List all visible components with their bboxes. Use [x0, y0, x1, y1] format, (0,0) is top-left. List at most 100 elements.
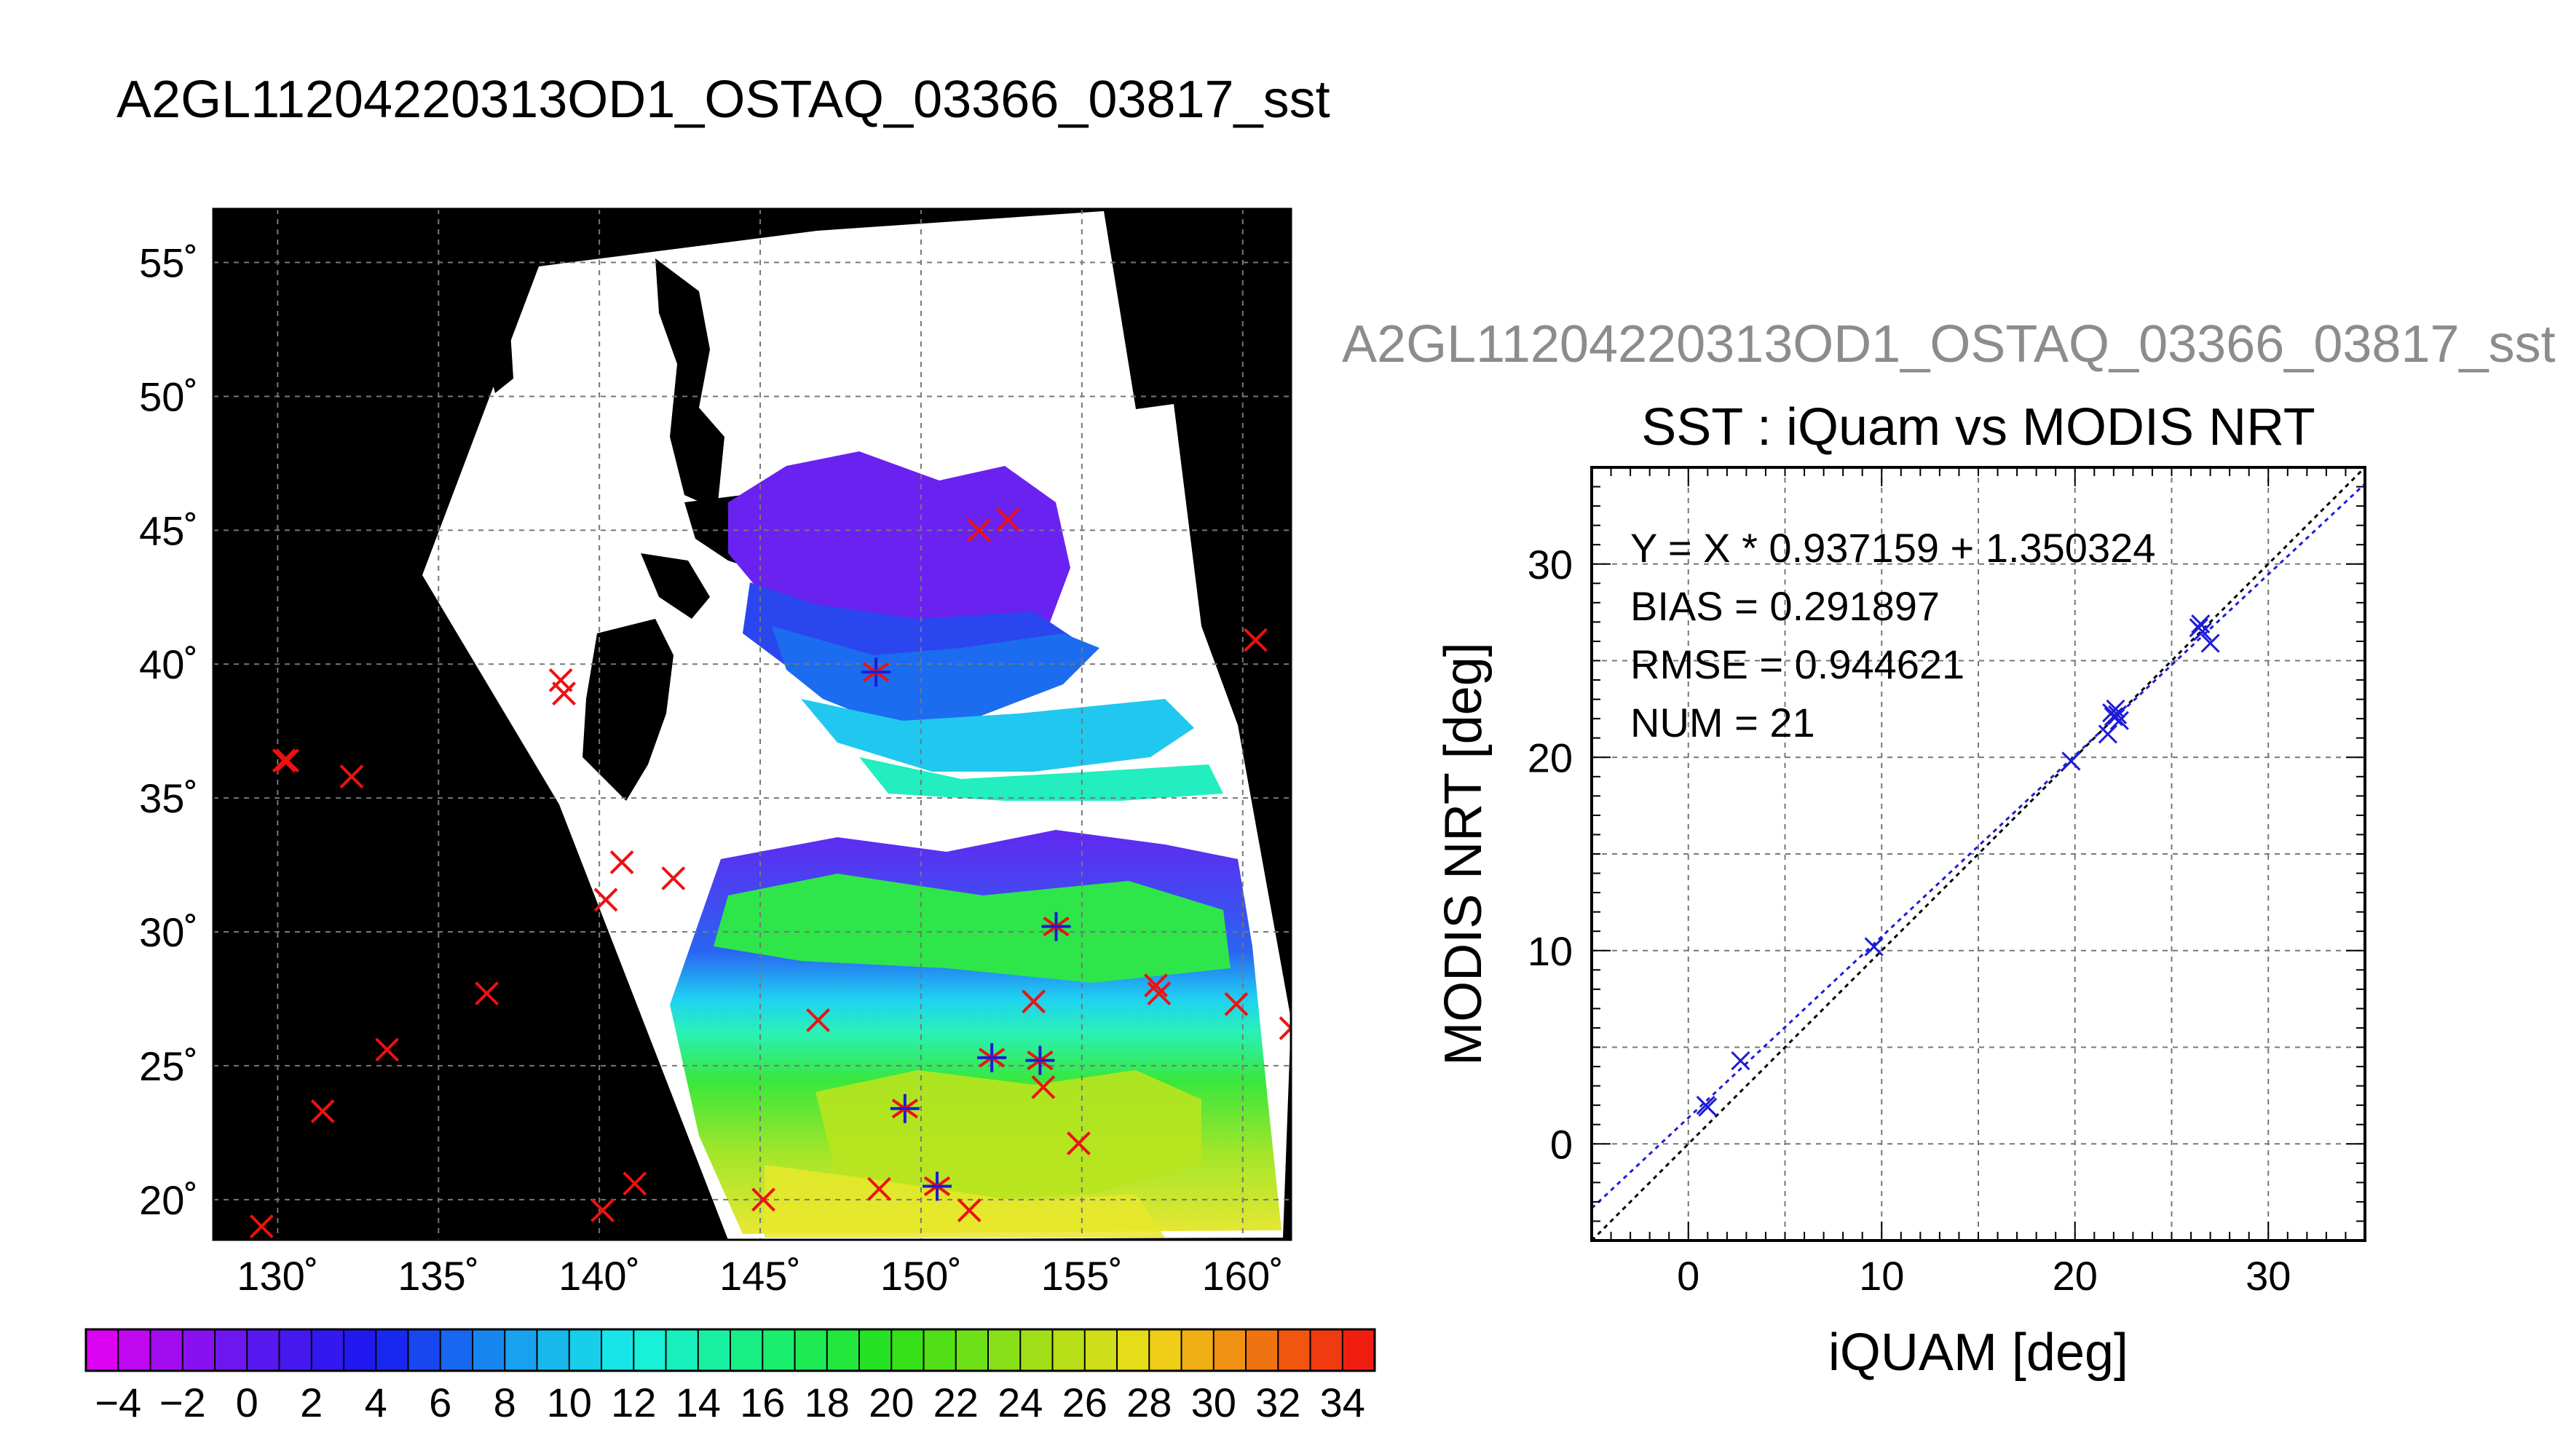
- colorbar-cell: [891, 1329, 924, 1371]
- colorbar-cell: [344, 1329, 376, 1371]
- colorbar-cell: [826, 1329, 860, 1371]
- map-match-marker: [272, 748, 296, 773]
- colorbar-cell: [730, 1329, 763, 1371]
- colorbar-cell: [215, 1329, 248, 1371]
- colorbar-cell: [601, 1329, 634, 1371]
- scatter-y-tick-label: 20: [1528, 735, 1573, 780]
- colorbar-tick-label: 28: [1126, 1380, 1172, 1425]
- colorbar-tick-label: 22: [933, 1380, 979, 1425]
- scatter-points: [1696, 614, 2220, 1117]
- map-title: A2GL11204220313OD1_OSTAQ_03366_03817_sst: [117, 71, 1330, 129]
- colorbar-cell: [311, 1329, 344, 1371]
- map-valid-marker: [861, 657, 891, 687]
- colorbar-cell: [859, 1329, 892, 1371]
- map-match-marker: [375, 1037, 399, 1062]
- map-match-marker: [867, 1176, 891, 1201]
- map-match-marker: [552, 681, 576, 706]
- colorbar-cell: [988, 1329, 1021, 1371]
- scatter-point: [2106, 699, 2125, 719]
- colorbar-cell: [150, 1329, 183, 1371]
- scatter-x-tick-label: 0: [1677, 1253, 1699, 1299]
- colorbar-tick-label: 24: [998, 1380, 1043, 1425]
- map-match-marker: [339, 764, 364, 789]
- scatter-point: [1731, 1051, 1750, 1071]
- map-lon-tick-label: 135˚: [398, 1253, 479, 1299]
- colorbar-cell: [1342, 1329, 1375, 1371]
- map-match-marker: [591, 1198, 615, 1222]
- scatter-point: [2108, 705, 2128, 724]
- colorbar-cell: [698, 1329, 731, 1371]
- map-match-marker: [1243, 628, 1268, 652]
- colorbar-tick-label: 4: [365, 1380, 387, 1425]
- map-lon-tick-label: 150˚: [880, 1253, 962, 1299]
- colorbar-cells: [86, 1329, 1375, 1371]
- colorbar-tick-label: 2: [300, 1380, 323, 1425]
- colorbar-cell: [923, 1329, 957, 1371]
- scatter-point: [2109, 711, 2129, 730]
- map-match-marker: [609, 850, 634, 874]
- map-markers: [249, 507, 1291, 1239]
- map-match-marker: [1022, 989, 1046, 1014]
- scatter-tick-labels: 0 10 20 30 0 10 20 30: [1528, 542, 2291, 1299]
- scatter-point: [2098, 724, 2117, 744]
- map-match-marker: [995, 507, 1020, 532]
- colorbar-cell: [1310, 1329, 1343, 1371]
- map-match-marker: [806, 1008, 830, 1032]
- sst-map: 130˚ 135˚ 140˚ 145˚ 150˚ 155˚ 160˚ 20˚ 25˚ 30˚ 35˚…: [139, 207, 1292, 1299]
- fit-line: [1592, 483, 2365, 1209]
- annotation-num: NUM = 21: [1630, 700, 1815, 745]
- scatter-x-tick-label: 10: [1859, 1253, 1904, 1299]
- colorbar-cell: [440, 1329, 473, 1371]
- colorbar-cell: [118, 1329, 151, 1371]
- scatter-minor-ticks: [1591, 467, 2366, 1241]
- colorbar-cell: [569, 1329, 602, 1371]
- map-axis-labels: 130˚ 135˚ 140˚ 145˚ 150˚ 155˚ 160˚ 20˚ 25˚ 30˚ 35˚…: [139, 240, 1284, 1299]
- colorbar-cell: [247, 1329, 280, 1371]
- colorbar-tick-label: −2: [159, 1380, 206, 1425]
- colorbar-cell: [1213, 1329, 1247, 1371]
- colorbar-cell: [1084, 1329, 1118, 1371]
- map-match-marker: [957, 1198, 982, 1222]
- colorbar-cell: [1117, 1329, 1150, 1371]
- colorbar-cell: [666, 1329, 699, 1371]
- colorbar-cell: [1278, 1329, 1311, 1371]
- map-match-marker: [661, 866, 686, 890]
- identity-line: [1592, 467, 2365, 1241]
- map-match-marker: [275, 748, 300, 773]
- scatter-point: [2200, 633, 2220, 653]
- colorbar-cell: [955, 1329, 989, 1371]
- map-lat-tick-label: 50˚: [139, 373, 198, 419]
- colorbar-tick-label: 16: [740, 1380, 785, 1425]
- scatter-point: [2104, 707, 2123, 727]
- colorbar-cell: [1020, 1329, 1053, 1371]
- colorbar-tick-label: 34: [1320, 1380, 1365, 1425]
- colorbar-cell: [408, 1329, 441, 1371]
- colorbar-tick-label: 0: [236, 1380, 258, 1425]
- map-lon-tick-label: 155˚: [1041, 1253, 1123, 1299]
- colorbar-tick-label: 6: [429, 1380, 451, 1425]
- colorbar-cell: [505, 1329, 537, 1371]
- sst-data: [670, 451, 1282, 1238]
- colorbar-tick-label: 32: [1255, 1380, 1300, 1425]
- scatter-point: [2061, 751, 2081, 771]
- map-lon-tick-label: 160˚: [1202, 1253, 1284, 1299]
- map-match-marker: [1067, 1131, 1091, 1156]
- scatter-y-tick-label: 0: [1550, 1121, 1573, 1167]
- map-valid-marker: [890, 1093, 920, 1123]
- colorbar-cell: [794, 1329, 828, 1371]
- colorbar-cell: [182, 1329, 216, 1371]
- scatter-annotations: Y = X * 0.937159 + 1.350324 BIAS = 0.291…: [1630, 525, 2155, 745]
- map-lat-tick-label: 20˚: [139, 1177, 198, 1223]
- scatter-x-tick-label: 20: [2053, 1253, 2098, 1299]
- map-lat-tick-label: 25˚: [139, 1043, 198, 1089]
- colorbar-cell: [1052, 1329, 1086, 1371]
- map-match-marker: [475, 981, 499, 1006]
- colorbar-cell: [86, 1329, 119, 1371]
- colorbar-cell: [473, 1329, 505, 1371]
- colorbar-cell: [1149, 1329, 1182, 1371]
- scatter-grid: [1592, 467, 2365, 1241]
- scatter-point: [2192, 622, 2213, 641]
- colorbar-tick-label: 18: [805, 1380, 850, 1425]
- map-lon-tick-label: 140˚: [558, 1253, 640, 1299]
